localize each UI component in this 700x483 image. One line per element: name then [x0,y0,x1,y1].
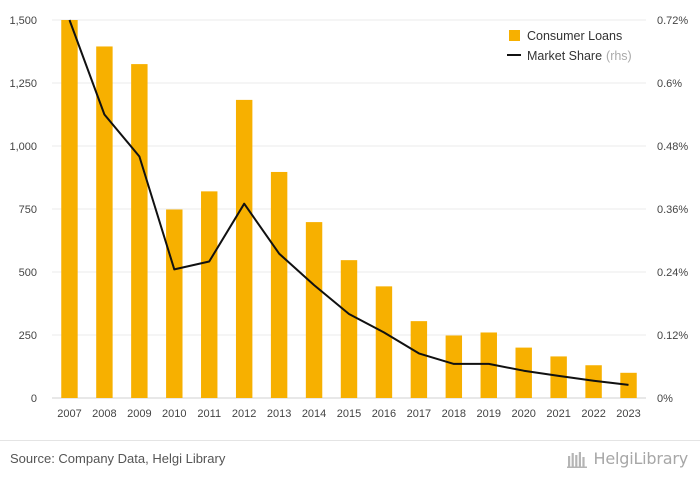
bar-consumer-loans [550,356,567,398]
bar-consumer-loans [375,286,393,398]
y-right-tick-label: 0.6% [657,78,682,90]
x-tick-label: 2020 [511,408,535,420]
x-tick-label: 2021 [546,408,570,420]
x-tick-label: 2008 [92,408,116,420]
bar-consumer-loans [96,46,113,399]
chart: 2007 2008 2009 2010 2011 2012 2013 2014 2015 2016… [9,15,688,420]
x-tick-label: 2012 [232,408,256,420]
legend-label-rhs: (rhs) [606,49,632,63]
x-axis: 2007 2008 2009 2010 2011 2012 2013 2014 2015 2016… [57,408,641,420]
source-note: Source: Company Data, Helgi Library [10,451,226,466]
y-right-tick-label: 0.72% [657,15,688,27]
bar-consumer-loans [131,64,148,398]
line-market-share [68,19,629,386]
library-logo-icon [566,451,587,468]
line-series [68,19,629,386]
x-tick-label: 2017 [407,408,431,420]
x-tick-label: 2018 [442,408,466,420]
bar-consumer-loans [270,171,288,398]
y-right-tick-label: 0.36% [657,204,688,216]
x-tick-label: 2019 [477,408,501,420]
bar-consumer-loans [445,335,463,398]
bar-consumer-loans [410,321,428,398]
bar-consumer-loans [480,332,497,398]
y-left-tick-label: 500 [19,267,37,279]
x-tick-label: 2007 [57,408,81,420]
legend-swatch-consumer-loans [509,30,520,41]
y-left-tick-label: 1,000 [9,141,37,153]
bar-consumer-loans [166,209,183,398]
x-tick-label: 2023 [616,408,640,420]
y-axis-right: 0% 0.12% 0.24% 0.36% 0.48% 0.6% 0.72% [657,15,688,405]
bar-consumer-loans [515,347,532,398]
bar-consumer-loans [340,260,358,398]
y-left-tick-label: 250 [19,330,37,342]
bar-consumer-loans [305,222,323,398]
x-tick-label: 2009 [127,408,151,420]
bar-consumer-loans [61,20,78,398]
x-tick-label: 2014 [302,408,326,420]
svg-text:Market Share(rhs): Market Share (rhs) [527,49,632,63]
y-right-tick-label: 0.12% [657,330,688,342]
y-right-tick-label: 0.24% [657,267,688,279]
x-tick-label: 2013 [267,408,291,420]
helgi-library-logo: HelgiLibrary [566,449,689,468]
bar-consumer-loans [235,99,253,398]
y-right-tick-label: 0.48% [657,141,688,153]
y-left-tick-label: 0 [31,393,37,405]
bar-consumer-loans [201,191,218,398]
x-tick-label: 2022 [581,408,605,420]
y-left-tick-label: 1,500 [9,15,37,27]
x-tick-label: 2015 [337,408,361,420]
legend-label-market-share: Market Share [527,49,602,63]
legend-label-consumer-loans: Consumer Loans [527,29,622,43]
legend: Consumer Loans Market Share (rhs) [507,29,632,63]
x-tick-label: 2011 [197,408,221,420]
logo-text: HelgiLibrary [593,449,689,468]
y-left-tick-label: 1,250 [9,78,37,90]
x-tick-label: 2016 [372,408,396,420]
bar-consumer-loans [620,372,637,398]
y-axis-left: 0 250 500 750 1,000 1,250 1,500 [9,15,37,405]
y-right-tick-label: 0% [657,393,673,405]
y-left-tick-label: 750 [19,204,37,216]
footer-divider [0,440,700,441]
x-tick-label: 2010 [162,408,186,420]
